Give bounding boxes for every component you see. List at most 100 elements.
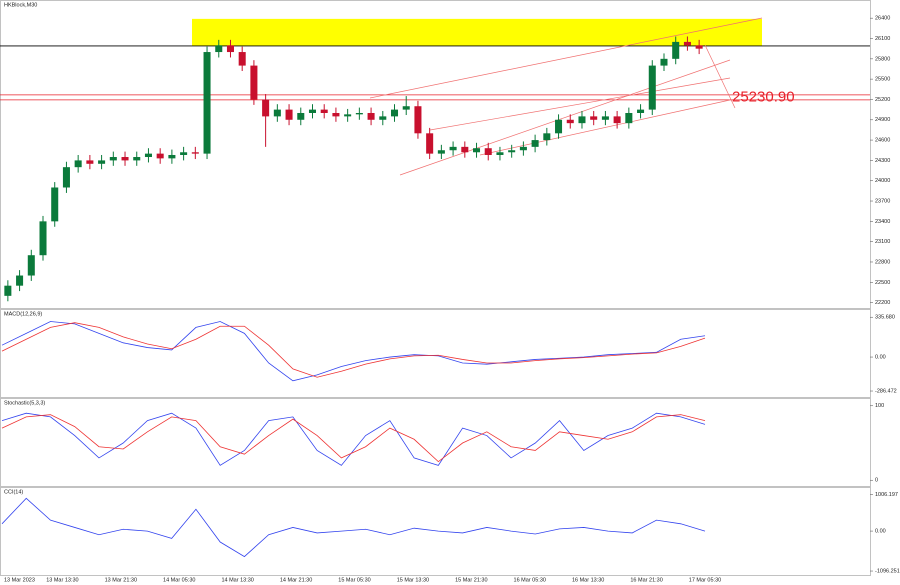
x-tick-label: 16 Mar 13:30 <box>572 577 604 583</box>
candle-body <box>367 112 375 120</box>
channel-line <box>369 17 763 99</box>
y-tick-label: 22500 <box>875 280 890 286</box>
candle-body <box>531 140 539 147</box>
indicator-line <box>1 322 706 378</box>
candle-body <box>285 109 293 120</box>
y-tick-label: 24000 <box>875 178 890 184</box>
main-frame <box>0 0 871 309</box>
y-tick-label: 25500 <box>875 77 890 83</box>
candle-body <box>508 150 516 153</box>
y-tick-label: 26100 <box>875 36 890 42</box>
panel-title: MACD(12,26,9) <box>4 311 42 317</box>
y-tick-label: 0 <box>875 478 878 484</box>
candle-body <box>344 114 352 117</box>
candle-body <box>262 99 270 117</box>
candle-body <box>566 119 574 124</box>
candle-body <box>590 116 598 120</box>
y-tick-label: 25800 <box>875 56 890 62</box>
channel-line <box>399 59 731 176</box>
candle-body <box>496 152 504 155</box>
frames <box>0 0 871 576</box>
candle-body <box>426 133 434 154</box>
candle-body <box>320 109 328 113</box>
macd-frame <box>0 309 871 398</box>
y-tick-label: 100 <box>875 403 884 409</box>
panel-title: CCI(14) <box>4 489 23 495</box>
stoch-frame <box>0 398 871 487</box>
candle-body <box>191 152 199 154</box>
y-tick-label: 24600 <box>875 138 890 144</box>
candle-body <box>355 112 363 115</box>
candle-body <box>180 152 188 155</box>
candle-body <box>74 160 82 168</box>
candle-body <box>402 106 410 110</box>
candle-body <box>390 109 399 117</box>
candle-body <box>16 275 24 286</box>
candle-body <box>461 146 469 153</box>
x-tick-label: 14 Mar 13:30 <box>221 577 253 583</box>
y-tick-label: 22800 <box>875 259 890 265</box>
y-tick-label: 26400 <box>875 16 890 22</box>
candle-body <box>238 52 246 66</box>
candle-body <box>437 150 445 154</box>
indicator-line <box>1 414 706 463</box>
candle-body <box>62 167 70 188</box>
x-tick-label: 15 Mar 13:30 <box>397 577 429 583</box>
candle-body <box>332 112 340 117</box>
x-tick-label: 15 Mar 21:30 <box>455 577 487 583</box>
candle-body <box>86 160 94 164</box>
candle-body <box>121 157 129 161</box>
indicator-line <box>1 497 706 558</box>
x-tick-label: 13 Mar 13:30 <box>46 577 78 583</box>
cci-frame <box>0 487 871 576</box>
indicator-line <box>1 321 706 382</box>
chart-title: HKBlock,M30 <box>4 2 37 8</box>
candle-body <box>133 157 141 161</box>
candle-body <box>473 148 481 153</box>
candle-body <box>519 146 527 151</box>
candle-body <box>273 109 281 117</box>
channel-line <box>479 99 731 156</box>
candle-body <box>543 133 551 141</box>
y-tick-label: 335.680 <box>875 315 895 321</box>
candle-body <box>484 148 492 155</box>
x-tick-label: 14 Mar 05:30 <box>163 577 195 583</box>
candle-body <box>27 255 35 276</box>
x-tick-label: 14 Mar 21:30 <box>280 577 312 583</box>
x-tick-label: 13 Mar 21:30 <box>105 577 137 583</box>
y-tick-label: 23700 <box>875 198 890 204</box>
candle-body <box>449 146 457 151</box>
x-tick-label: 16 Mar 21:30 <box>630 577 662 583</box>
y-tick-label: 0.00 <box>875 355 886 361</box>
candle-body <box>695 45 703 49</box>
candle-body <box>637 109 645 113</box>
candle-body <box>226 45 234 53</box>
candle-body <box>308 109 317 113</box>
candle-body <box>4 285 12 296</box>
candle-body <box>215 45 223 53</box>
candle-body <box>683 41 691 46</box>
candle-body <box>144 153 152 158</box>
y-tick-label: 24300 <box>875 158 890 164</box>
candle-body <box>51 187 59 222</box>
trend-lines <box>369 17 763 176</box>
y-tick-label: -1096.251 <box>875 568 900 574</box>
x-tick-label: 17 Mar 05:30 <box>689 577 721 583</box>
y-tick-label: 25200 <box>875 97 890 103</box>
x-tick-label: 13 Mar 2023 <box>4 577 35 583</box>
candle-body <box>379 116 387 120</box>
candle-body <box>250 65 258 100</box>
y-tick-label: 1006.197 <box>875 492 898 498</box>
candle-body <box>660 58 668 66</box>
candle-body <box>109 157 117 161</box>
resistance-zone <box>192 18 762 46</box>
projection-line <box>704 44 736 109</box>
candle-body <box>648 65 656 110</box>
x-tick-label: 16 Mar 05:30 <box>514 577 546 583</box>
candle-body <box>601 116 609 120</box>
candle-body <box>168 154 176 159</box>
zone-layer <box>0 18 870 101</box>
panel-title: Stochastic(5,3,3) <box>4 400 45 406</box>
y-tick-label: 22200 <box>875 300 890 306</box>
